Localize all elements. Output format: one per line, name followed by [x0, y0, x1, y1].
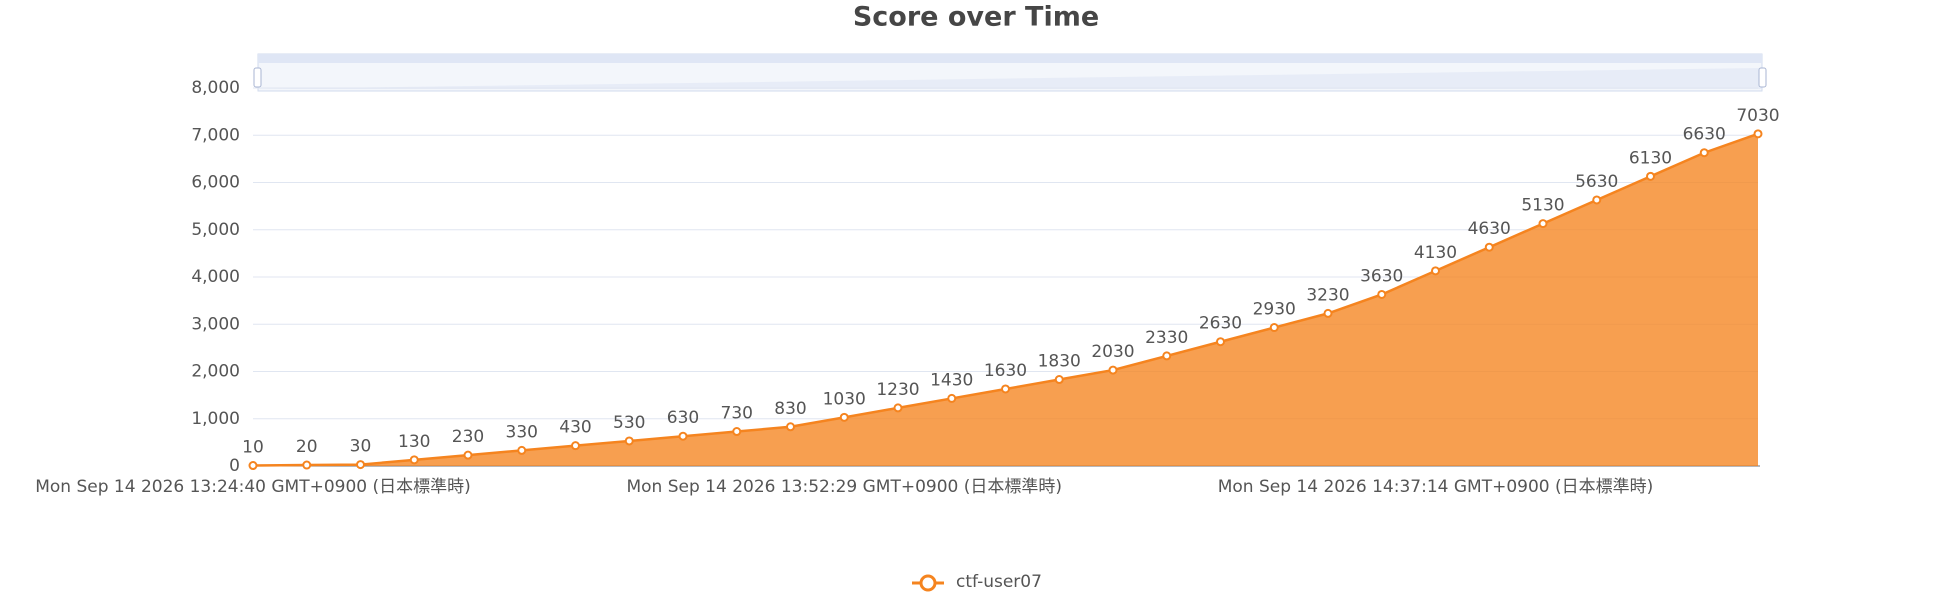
point	[1216, 337, 1225, 347]
point	[517, 445, 527, 455]
y-tick-label: 3,000	[191, 314, 240, 334]
y-tick-label: 4,000	[191, 267, 240, 287]
value-label: 2930	[1253, 300, 1296, 320]
point	[1377, 289, 1387, 299]
value-label: 5630	[1575, 172, 1618, 192]
point	[1054, 375, 1064, 385]
value-label: 1230	[876, 380, 919, 400]
point	[732, 427, 742, 437]
value-label: 1830	[1038, 352, 1081, 372]
value-label: 730	[721, 404, 753, 424]
value-label: 7030	[1736, 106, 1779, 126]
point	[1699, 148, 1709, 158]
point	[409, 455, 419, 465]
point	[1538, 219, 1548, 229]
x-tick-label: Mon Sep 14 2026 14:37:14 GMT+0900 (日本標準時…	[1218, 477, 1654, 497]
value-label: 830	[774, 399, 806, 419]
value-label: 6130	[1629, 148, 1672, 168]
point	[947, 393, 957, 403]
value-label: 1030	[823, 389, 866, 409]
point	[839, 412, 849, 422]
point	[1269, 323, 1279, 333]
y-tick-label: 7,000	[191, 125, 240, 145]
legend-label[interactable]: ctf-user07	[956, 572, 1042, 592]
point	[893, 403, 903, 413]
value-label: 2030	[1091, 342, 1134, 362]
data-zoom[interactable]	[253, 53, 1767, 92]
point	[571, 441, 580, 451]
value-label: 630	[667, 408, 699, 428]
value-label: 10	[242, 438, 264, 458]
point	[1162, 351, 1172, 361]
point	[1592, 195, 1602, 205]
point	[248, 461, 258, 471]
point	[1646, 171, 1655, 181]
y-tick-label: 1,000	[191, 409, 240, 429]
point	[786, 422, 795, 432]
value-label: 4130	[1414, 243, 1457, 263]
value-label: 20	[296, 437, 318, 457]
value-label: 130	[398, 432, 430, 452]
value-label: 430	[559, 418, 591, 438]
x-tick-label: Mon Sep 14 2026 13:52:29 GMT+0900 (日本標準時…	[626, 477, 1062, 497]
area	[253, 133, 1758, 466]
point	[1431, 266, 1440, 276]
value-label: 530	[613, 413, 645, 433]
x-tick-label: Mon Sep 14 2026 13:24:40 GMT+0900 (日本標準時…	[35, 477, 471, 497]
legend-marker	[919, 574, 937, 592]
zoom-preview	[258, 68, 1762, 89]
point	[1001, 384, 1010, 394]
zoom-handle-left[interactable]	[253, 67, 262, 88]
chart-title: Score over Time	[853, 2, 1099, 33]
y-tick-label: 0	[229, 456, 240, 476]
value-label: 6630	[1683, 125, 1726, 145]
y-tick-label: 6,000	[191, 173, 240, 193]
y-tick-label: 8,000	[191, 78, 240, 98]
point	[1753, 129, 1763, 139]
point	[356, 460, 365, 470]
y-tick-label: 2,000	[191, 362, 240, 382]
point	[678, 431, 688, 441]
value-label: 3230	[1306, 285, 1349, 305]
zoom-handle-right[interactable]	[1758, 67, 1767, 88]
value-label: 2330	[1145, 328, 1188, 348]
value-label: 2630	[1199, 314, 1242, 334]
value-label: 5130	[1521, 196, 1564, 216]
point	[1323, 308, 1333, 318]
point	[463, 450, 473, 460]
value-label: 1630	[984, 361, 1027, 381]
value-label: 30	[350, 437, 372, 457]
value-label: 4630	[1468, 219, 1511, 239]
value-label: 230	[452, 427, 484, 447]
value-label: 1430	[930, 370, 973, 390]
point	[302, 460, 312, 470]
zoom-bar[interactable]	[258, 54, 1762, 63]
point	[1108, 365, 1118, 375]
value-label: 330	[506, 422, 538, 442]
point	[1484, 242, 1494, 252]
point	[624, 436, 634, 446]
legend[interactable]: ctf-user07	[912, 572, 1042, 592]
value-label: 3630	[1360, 266, 1403, 286]
y-tick-label: 5,000	[191, 220, 240, 240]
